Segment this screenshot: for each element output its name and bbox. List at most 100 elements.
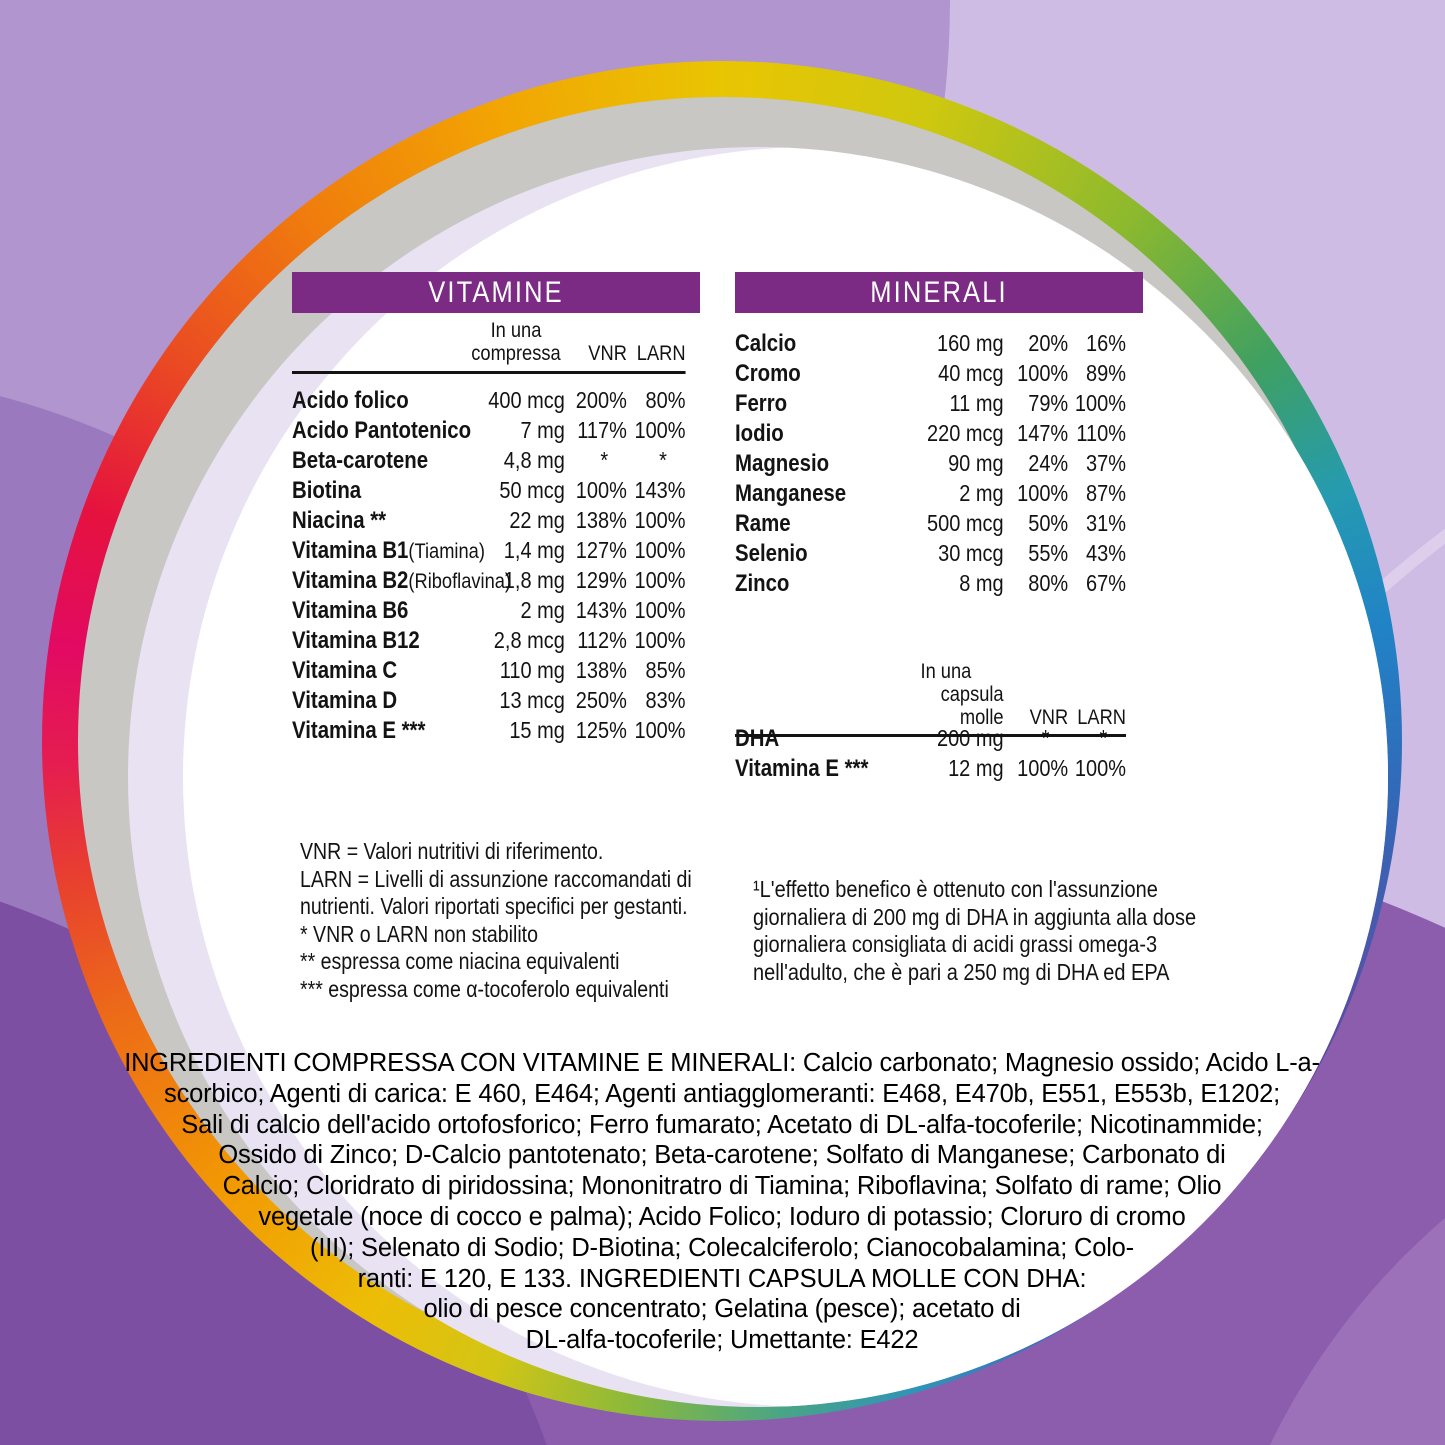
nutrient-amount: 90 mg [948,450,1004,476]
nutrient-vnr: 55% [1028,540,1069,566]
nutrient-row: Vitamina C 110 mg 138% 85% [292,656,686,686]
nutrient-larn: 89% [1086,360,1126,386]
nutrient-larn: 67% [1086,570,1126,596]
dha-rows: DHA 200 mg * * Vitamina E *** 12 mg 100%… [735,724,1126,784]
nutrient-name: Vitamina C [292,657,398,684]
nutrient-vnr: 112% [577,627,627,653]
nutrient-name: Niacina ** [292,507,387,534]
nutrient-name: Acido folico [292,387,409,414]
nutrient-name: Selenio [735,540,808,567]
nutrient-row: Selenio 30 mcg 55% 43% [735,539,1126,569]
nutrient-larn: 100% [634,597,686,623]
nutrient-amount: 7 mg [520,417,565,443]
nutrient-row: Vitamina B1(Tiamina) 1,4 mg 127% 100% [292,536,686,566]
nutrient-vnr: 20% [1028,330,1069,356]
nutrient-vnr: 125% [575,717,627,743]
nutrient-name: Beta-carotene [292,447,429,474]
nutrient-row: Zinco 8 mg 80% 67% [735,569,1126,599]
nutrient-row: Rame 500 mcg 50% 31% [735,509,1126,539]
nutrient-name: Vitamina B2 [292,567,409,594]
nutrient-name: Vitamina D [292,687,398,714]
minerals-title-bar: MINERALI [735,272,1143,313]
nutrient-name: Manganese [735,480,847,507]
nutrient-amount: 50 mcg [499,477,565,503]
nutrient-vnr: 100% [1017,360,1069,386]
nutrient-name: Calcio [735,330,797,357]
nutrient-row: Vitamina D 13 mcg 250% 83% [292,686,686,716]
nutrient-row: Vitamina B2(Riboflavina) 1,8 mg 129% 100… [292,566,686,596]
nutrient-name: Biotina [292,477,362,504]
nutrient-vnr: 127% [575,537,627,563]
nutrient-larn: 100% [634,417,686,443]
label-disc-highlight [183,147,1388,1407]
nutrient-amount: 12 mg [948,755,1004,781]
nutrient-row: Beta-carotene 4,8 mg * * [292,446,686,476]
nutrient-amount: 2 mg [520,597,565,623]
nutrient-vnr: 80% [1028,570,1069,596]
nutrient-vnr: * [600,447,609,473]
nutrient-amount: 15 mg [509,717,565,743]
nutrient-amount: 4,8 mg [503,447,565,473]
nutrient-larn: * [659,447,667,473]
nutrient-larn: 85% [645,657,686,683]
nutrient-vnr: 100% [575,477,627,503]
nutrient-paren: (Tiamina) [408,539,485,563]
vitamins-title-bar: VITAMINE [292,272,700,313]
nutrient-name: Vitamina B1 [292,537,409,564]
nutrient-name: Ferro [735,390,788,417]
nutrient-amount: 1,8 mg [503,567,565,593]
nutrient-row: Ferro 11 mg 79% 100% [735,389,1126,419]
vnr-column-header: VNR [588,341,627,365]
nutrient-vnr: 50% [1028,510,1069,536]
nutrient-row: Vitamina E *** 12 mg 100% 100% [735,754,1126,784]
nutrient-row: Cromo 40 mcg 100% 89% [735,359,1126,389]
nutrient-larn: 100% [1074,755,1126,781]
vitamins-column-headers: In una compressa VNR LARN [292,319,686,374]
nutrient-vnr: 79% [1028,390,1069,416]
nutrient-row: Magnesio 90 mg 24% 37% [735,449,1126,479]
nutrient-row: Iodio 220 mcg 147% 110% [735,419,1126,449]
nutrient-row: DHA 200 mg * * [735,724,1126,754]
nutrient-amount: 400 mcg [488,387,565,413]
vitamins-rows: Acido folico 400 mcg 200% 80% Acido Pant… [292,386,686,746]
nutrient-row: Niacina ** 22 mg 138% 100% [292,506,686,536]
nutrient-larn: 100% [634,627,686,653]
nutrient-vnr: 250% [575,687,627,713]
nutrient-amount: 1,4 mg [503,537,565,563]
nutrient-larn: 80% [645,387,686,413]
nutrient-name: Vitamina B12 [292,627,420,654]
amount-column-header: In una capsula molle [920,659,1004,729]
nutrient-larn: 100% [634,537,686,563]
nutrient-name: Acido Pantotenico [292,417,472,444]
nutrient-larn: 87% [1086,480,1126,506]
nutrient-vnr: 143% [575,597,627,623]
nutrient-name: Rame [735,510,791,537]
nutrient-larn: 43% [1086,540,1126,566]
amount-column-header: In una compressa [471,318,561,365]
nutrient-name: Zinco [735,570,790,597]
nutrient-amount: 500 mcg [926,510,1004,536]
minerals-rows: Calcio 160 mg 20% 16% Cromo 40 mcg 100% … [735,329,1126,599]
nutrient-larn: 100% [634,567,686,593]
nutrient-larn: 143% [634,477,686,503]
nutrient-name: Vitamina E *** [735,755,869,782]
nutrient-name: Magnesio [735,450,830,477]
nutrient-vnr: 200% [575,387,627,413]
nutrient-vnr: * [1041,725,1050,751]
nutrient-larn: 110% [1076,420,1126,446]
nutrient-amount: 13 mcg [499,687,565,713]
ingredients-paragraph: INGREDIENTI COMPRESSA CON VITAMINE E MIN… [124,1049,1320,1355]
nutrient-row: Biotina 50 mcg 100% 143% [292,476,686,506]
vitamins-table: VITAMINE In una compressa VNR LARN Acido … [292,272,771,832]
nutrient-vnr: 129% [575,567,627,593]
nutrient-amount: 2,8 mcg [493,627,565,653]
nutrient-amount: 110 mg [499,657,565,683]
nutrient-name: Vitamina E *** [292,717,426,744]
nutrient-row: Calcio 160 mg 20% 16% [735,329,1126,359]
minerals-table: MINERALI Calcio 160 mg 20% 16% Cromo 40 … [735,272,1214,832]
nutrient-larn: 83% [645,687,686,713]
larn-column-header: LARN [636,341,686,365]
nutrient-row: Acido folico 400 mcg 200% 80% [292,386,686,416]
nutrient-name: Iodio [735,420,784,447]
